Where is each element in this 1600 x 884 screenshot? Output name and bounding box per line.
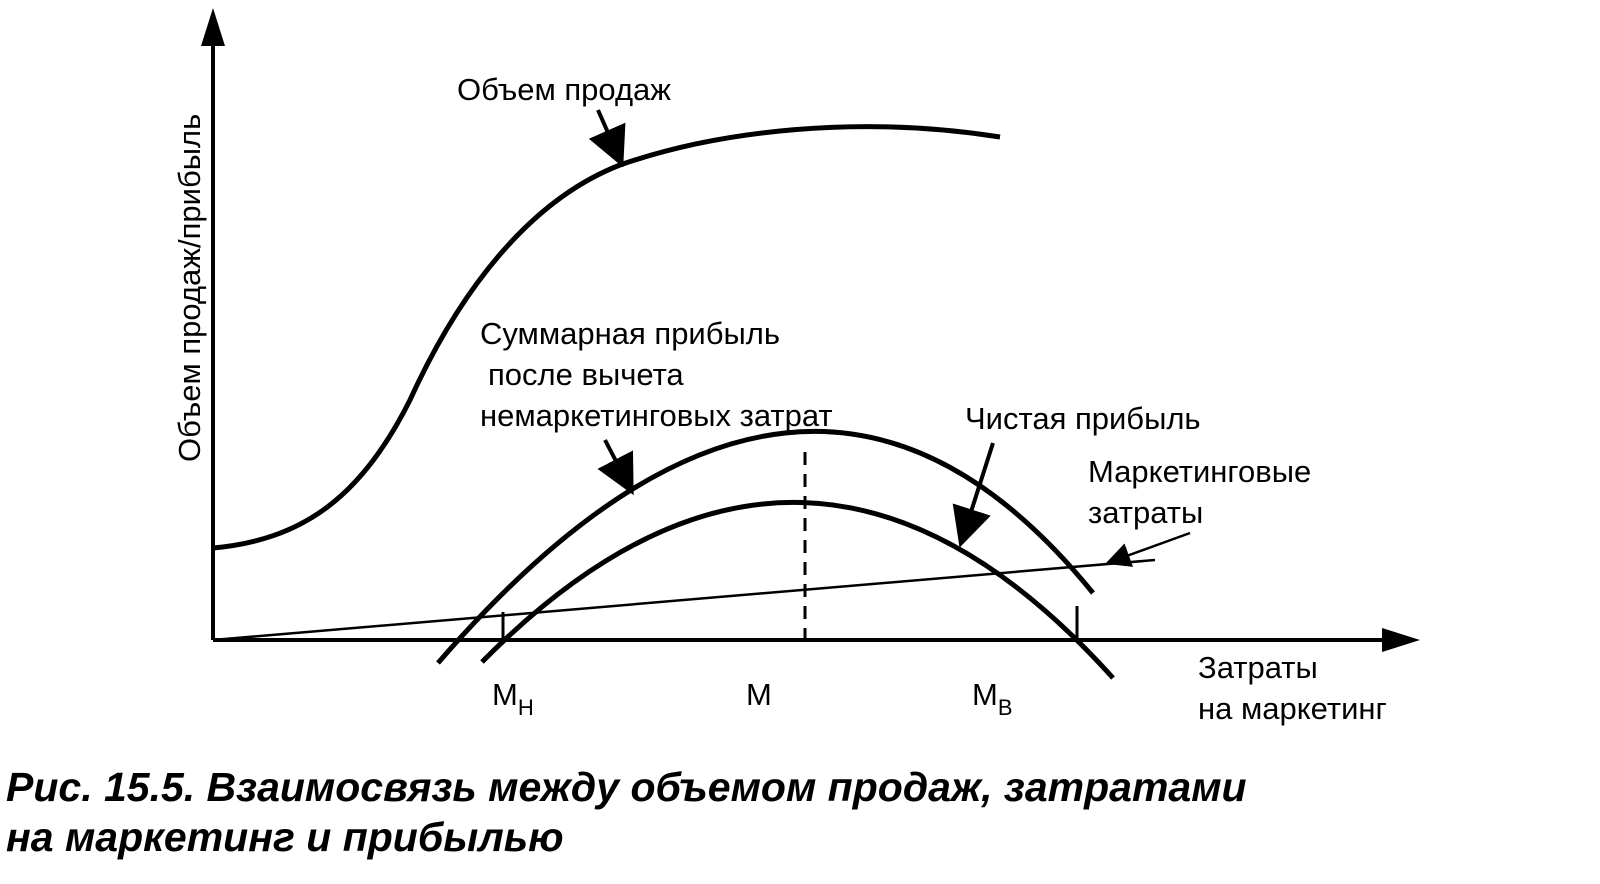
sales-volume-curve [212,124,1001,551]
x-axis-label-line1: Затраты [1198,650,1318,685]
marketing-costs-line [212,558,1156,642]
sales-volume-label: Объем продаж [457,72,671,107]
x-axis-arrow-icon [1382,628,1420,652]
m-low-tick-label: МН [492,677,534,720]
marketing-pointer-arrow [1105,531,1191,567]
figure-caption: Рис. 15.5. Взаимосвязь между объемом про… [6,762,1586,862]
y-axis-label: Объем продаж/прибыль [172,114,207,462]
net-profit-curve [480,499,1115,680]
m-high-base: М [972,677,998,712]
y-axis-arrow-icon [201,8,225,46]
marketing-costs-label-line1: Маркетинговые [1088,454,1311,489]
m-low-subscript: Н [518,695,534,720]
gross-profit-label-line2: после вычета [488,357,684,392]
net-profit-pointer-arrow [952,442,995,548]
m-low-base: М [492,677,518,712]
caption-line-1: Рис. 15.5. Взаимосвязь между объемом про… [6,764,1247,810]
gross-profit-curve [436,429,1095,665]
gross-profit-label-line3: немаркетинговых затрат [480,398,833,433]
m-high-tick-label: МВ [972,677,1013,720]
m-high-subscript: В [998,695,1013,720]
m-tick-label: М [746,677,772,712]
caption-line-2: на маркетинг и прибылью [6,814,564,860]
net-profit-label: Чистая прибыль [965,401,1201,436]
relationship-diagram: Объем продаж/прибыль Объем продаж Суммар… [172,8,1420,726]
marketing-costs-label-line2: затраты [1088,495,1203,530]
gross-profit-pointer-arrow [597,439,634,496]
gross-profit-label-line1: Суммарная прибыль [480,316,780,351]
sales-pointer-arrow [588,109,626,168]
x-axis-label-line2: на маркетинг [1198,691,1387,726]
